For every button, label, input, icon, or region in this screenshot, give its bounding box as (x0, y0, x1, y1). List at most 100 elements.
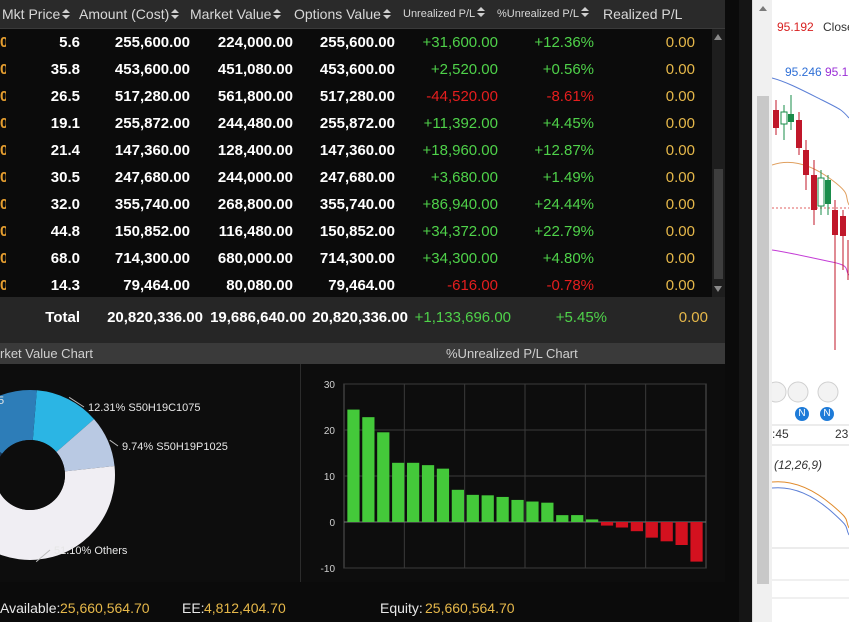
cell-mkt-price: 32.0 (50, 196, 80, 213)
bar[interactable] (407, 462, 420, 522)
bar[interactable] (421, 465, 435, 522)
bar[interactable] (600, 522, 614, 526)
col-realized-pl[interactable]: Realized P/L (603, 6, 683, 22)
cell-options-value: 453,600.00 (319, 61, 395, 78)
pie-slice[interactable] (0, 423, 3, 478)
cell-unrealized-pl: +31,600.00 (422, 34, 499, 51)
table-row[interactable]: 0 35.8 453,600.00 451,080.00 453,600.00 +2,52… (0, 56, 712, 83)
scroll-up-icon[interactable] (714, 34, 722, 40)
sort-icon[interactable] (580, 7, 589, 18)
scroll-down-icon[interactable] (714, 286, 722, 292)
pie-slice[interactable] (56, 419, 115, 472)
macd-label: (12,26,9) (774, 458, 823, 472)
cell-amount-cost: 255,600.00 (114, 34, 190, 51)
bar[interactable] (645, 522, 658, 538)
cell-options-value: 150,852.00 (319, 223, 395, 240)
y-tick-label: -10 (321, 564, 336, 575)
col-options-value[interactable]: Options Value (294, 0, 391, 29)
cell-pct-unrealized-pl: +12.87% (534, 142, 594, 159)
bar[interactable] (496, 496, 509, 522)
cell-pct-unrealized-pl: -0.78% (546, 277, 594, 294)
bar[interactable] (347, 409, 360, 522)
cell-unrealized-pl: +34,372.00 (422, 223, 499, 240)
cell-unrealized-pl: +11,392.00 (423, 115, 498, 132)
table-row[interactable]: 0 30.5 247,680.00 244,000.00 247,680.00 +3,68… (0, 164, 712, 191)
pie-center (0, 440, 65, 510)
pie-leader-line (35, 549, 51, 563)
cell-realized-pl: 0.00 (665, 34, 695, 51)
cell-row-edge: 0 (0, 88, 6, 105)
bar[interactable] (586, 519, 599, 522)
cell-amount-cost: 453,600.00 (114, 61, 190, 78)
time-label: 23 (835, 427, 849, 441)
bar[interactable] (675, 522, 688, 545)
table-header: Mkt Price Amount (Cost) Market Value Opt… (0, 0, 725, 29)
pie-slice[interactable] (0, 390, 37, 454)
table-row[interactable]: 0 21.4 147,360.00 128,400.00 147,360.00 +18,9… (0, 137, 712, 164)
bar[interactable] (451, 489, 464, 522)
market-value-pie-chart: 12.31% S50H19C1075 9.74% S50H19P1025 51.10… (0, 390, 228, 563)
sort-icon[interactable] (62, 9, 71, 20)
available-value: 25,660,564.70 (60, 600, 150, 616)
bar[interactable] (466, 494, 479, 522)
sort-icon[interactable] (382, 9, 391, 20)
cell-mkt-price: 26.5 (50, 88, 80, 105)
cell-mkt-price: 44.8 (50, 223, 80, 240)
bar[interactable] (660, 522, 673, 542)
y-tick-label: 30 (324, 380, 336, 391)
bar[interactable] (630, 522, 643, 532)
bar[interactable] (377, 432, 390, 522)
table-row[interactable]: 0 68.0 714,300.00 680,000.00 714,300.00 +34,3… (0, 245, 712, 272)
scrollbar-thumb[interactable] (714, 169, 723, 279)
bar[interactable] (511, 499, 524, 522)
bar[interactable] (690, 522, 703, 562)
col-amount-cost[interactable]: Amount (Cost) (79, 0, 180, 29)
cell-options-value: 247,680.00 (319, 169, 395, 186)
cell-mkt-price: 5.6 (59, 34, 80, 51)
bar[interactable] (481, 495, 494, 522)
cell-options-value: 255,600.00 (319, 34, 395, 51)
scroll-up-icon[interactable] (759, 6, 767, 11)
bar[interactable] (436, 468, 450, 522)
cell-mkt-price: 30.5 (50, 169, 80, 186)
bar[interactable] (571, 515, 584, 522)
bar[interactable] (556, 515, 569, 522)
sort-icon[interactable] (171, 9, 180, 20)
cell-amount-cost: 147,360.00 (114, 142, 190, 159)
cell-market-value: 244,000.00 (217, 169, 293, 186)
col-pct-unrealized-pl[interactable]: %Unrealized P/L (497, 0, 589, 29)
news-badge[interactable]: N (820, 407, 834, 421)
bar[interactable] (615, 522, 629, 528)
cell-options-value: 517,280.00 (319, 88, 395, 105)
panel-scroll-track[interactable] (739, 0, 752, 622)
table-row[interactable]: 0 19.1 255,872.00 244,480.00 255,872.00 +11,3… (0, 110, 712, 137)
bar[interactable] (526, 501, 539, 522)
bar[interactable] (392, 462, 405, 522)
window-scrollbar[interactable] (752, 0, 772, 622)
table-body: 0 5.6 255,600.00 224,000.00 255,600.00 +31,60… (0, 29, 712, 299)
table-row[interactable]: 0 44.8 150,852.00 116,480.00 150,852.00 +34,3… (0, 218, 712, 245)
news-badge[interactable]: N (795, 407, 809, 421)
table-row[interactable]: 0 5.6 255,600.00 224,000.00 255,600.00 +31,60… (0, 29, 712, 56)
table-row[interactable]: 0 32.0 355,740.00 268,800.00 355,740.00 +86,9… (0, 191, 712, 218)
cell-market-value: 268,800.00 (217, 196, 293, 213)
table-row[interactable]: 0 14.3 79,464.00 80,080.00 79,464.00 -616.00 -… (0, 272, 712, 299)
col-market-value[interactable]: Market Value (190, 0, 282, 29)
cell-market-value: 128,400.00 (217, 142, 293, 159)
table-scrollbar[interactable] (712, 29, 725, 297)
sort-icon[interactable] (273, 9, 282, 20)
bar[interactable] (541, 502, 554, 522)
cell-pct-unrealized-pl: +4.80% (542, 250, 594, 267)
scrollbar-thumb[interactable] (757, 96, 769, 584)
sort-icon[interactable] (477, 7, 486, 18)
col-mkt-price[interactable]: Mkt Price (2, 0, 71, 29)
cell-amount-cost: 247,680.00 (114, 169, 190, 186)
bar[interactable] (362, 417, 375, 522)
cell-realized-pl: 0.00 (665, 115, 695, 132)
pie-leader-line (109, 439, 119, 447)
total-pct-unrealized-pl: +5.45% (555, 309, 607, 326)
col-unrealized-pl[interactable]: Unrealized P/L (403, 0, 486, 29)
table-row[interactable]: 0 26.5 517,280.00 561,800.00 517,280.00 -44,5… (0, 83, 712, 110)
pie-slice[interactable] (0, 466, 115, 560)
pie-slice[interactable] (32, 390, 95, 452)
